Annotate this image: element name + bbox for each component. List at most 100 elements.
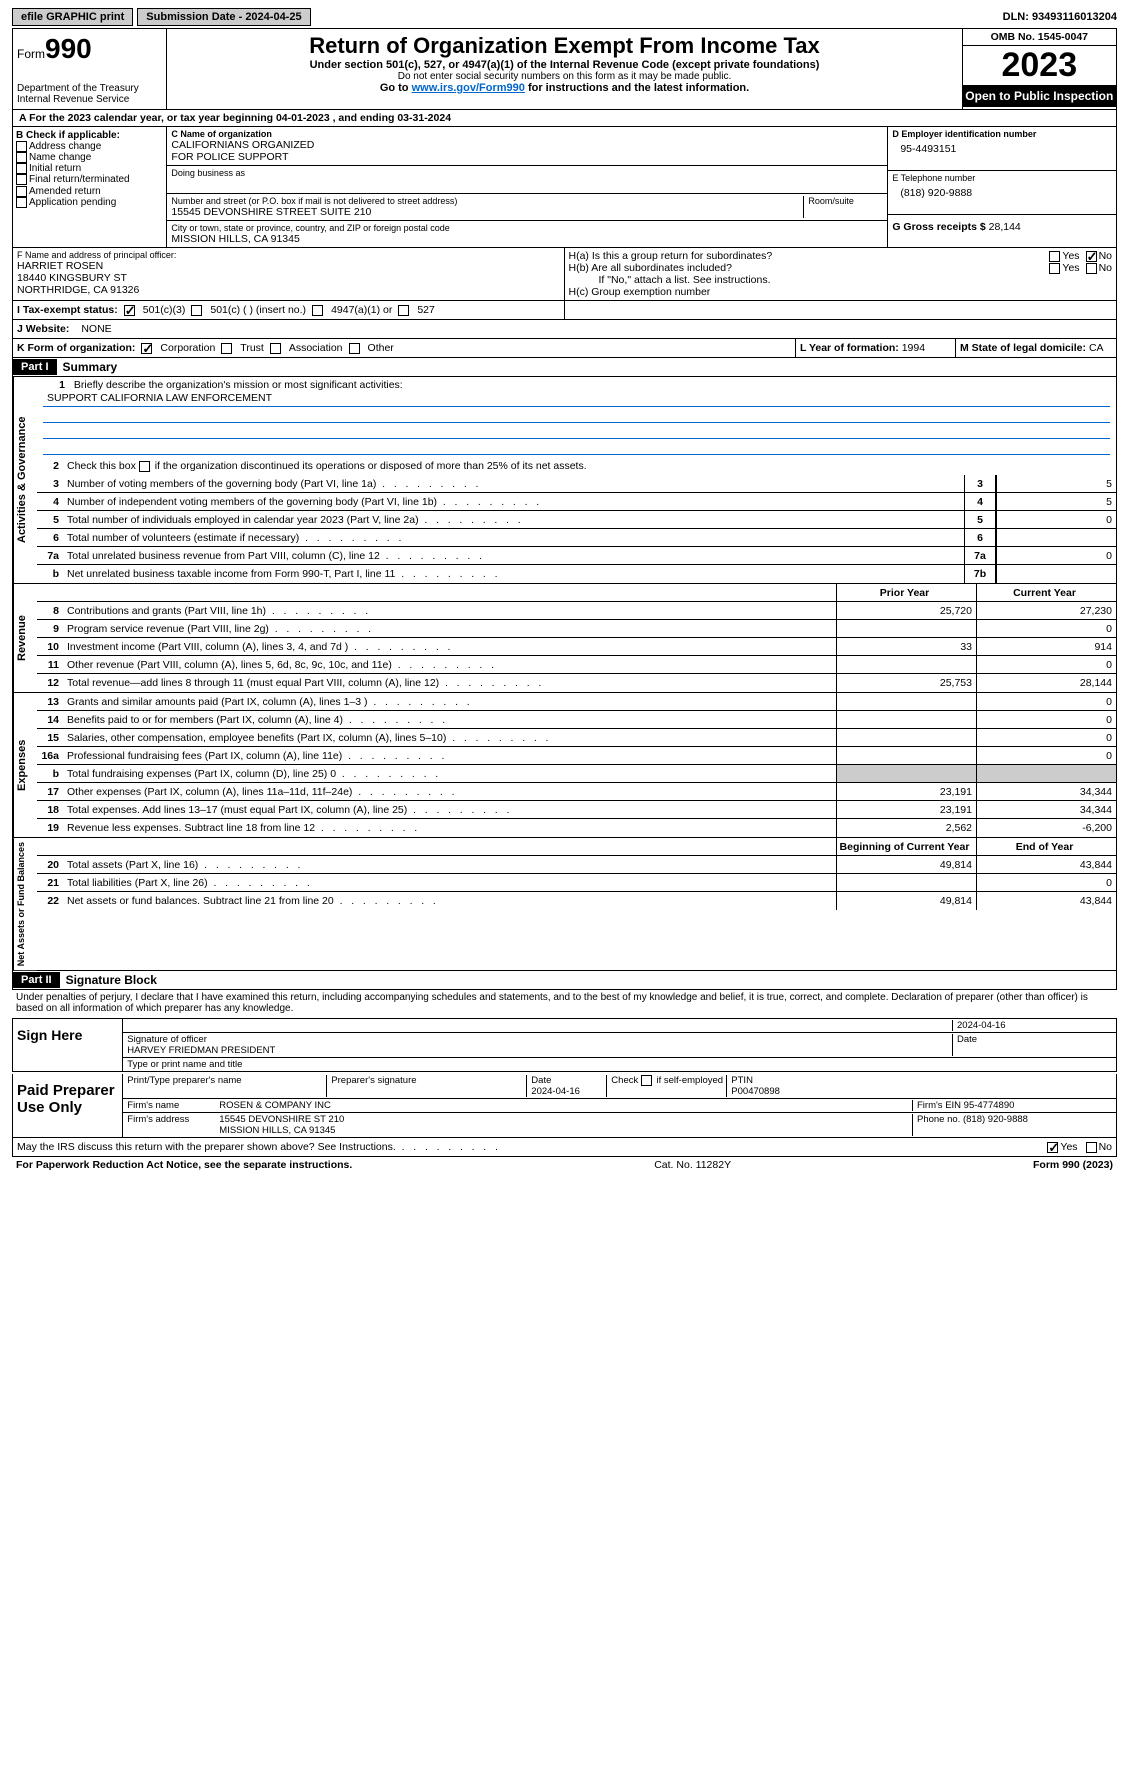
discuss-no-check[interactable] xyxy=(1086,1142,1097,1153)
irs-link[interactable]: www.irs.gov/Form990 xyxy=(412,82,525,94)
col-current: Current Year xyxy=(976,584,1116,601)
subtitle-3: Go to www.irs.gov/Form990 for instructio… xyxy=(171,82,957,94)
check-assoc[interactable] xyxy=(270,343,281,354)
discuss-yes-check[interactable] xyxy=(1047,1142,1058,1153)
line-b-current xyxy=(976,765,1116,782)
line-4-text: Number of independent voting members of … xyxy=(65,495,964,509)
firm-addr1: 15545 DEVONSHIRE ST 210 xyxy=(219,1114,344,1125)
line-9-prior xyxy=(836,620,976,637)
line-19-text: Revenue less expenses. Subtract line 18 … xyxy=(65,821,836,835)
firm-addr-label: Firm's address xyxy=(127,1114,207,1136)
line-11-current: 0 xyxy=(976,656,1116,673)
line-21-prior xyxy=(836,874,976,891)
city-label: City or town, state or province, country… xyxy=(171,223,883,233)
prep-name-label: Print/Type preparer's name xyxy=(127,1075,327,1097)
ptin-value: P00470898 xyxy=(731,1086,780,1097)
line-9-text: Program service revenue (Part VIII, line… xyxy=(65,622,836,636)
ein-value: 95-4493151 xyxy=(892,139,1112,159)
ha-yes-check[interactable] xyxy=(1049,251,1060,262)
addr-label: Number and street (or P.O. box if mail i… xyxy=(171,196,803,206)
line-15-current: 0 xyxy=(976,729,1116,746)
org-address: 15545 DEVONSHIRE STREET SUITE 210 xyxy=(171,206,803,218)
vert-expenses: Expenses xyxy=(13,693,37,837)
org-name: CALIFORNIANS ORGANIZED FOR POLICE SUPPOR… xyxy=(171,139,883,163)
line-17-current: 34,344 xyxy=(976,783,1116,800)
org-city: MISSION HILLS, CA 91345 xyxy=(171,233,883,245)
line-8-prior: 25,720 xyxy=(836,602,976,619)
line-18-prior: 23,191 xyxy=(836,801,976,818)
check-other[interactable] xyxy=(349,343,360,354)
gross-label: G Gross receipts $ xyxy=(892,221,985,233)
ein-label: D Employer identification number xyxy=(892,129,1112,139)
check-name-change[interactable] xyxy=(16,152,27,163)
hb-no-check[interactable] xyxy=(1086,263,1097,274)
line-3-text: Number of voting members of the governin… xyxy=(65,477,964,491)
line-b-value xyxy=(996,565,1116,583)
form-label: Form xyxy=(17,47,45,61)
vert-net: Net Assets or Fund Balances xyxy=(13,838,37,970)
subtitle-2: Do not enter social security numbers on … xyxy=(171,71,957,82)
check-address-change[interactable] xyxy=(16,141,27,152)
col-prior: Prior Year xyxy=(836,584,976,601)
hb-label: H(b) Are all subordinates included? xyxy=(569,262,1050,274)
l2-check[interactable] xyxy=(139,461,150,472)
period-bar: A For the 2023 calendar year, or tax yea… xyxy=(12,110,1117,127)
check-527[interactable] xyxy=(398,305,409,316)
check-final-return[interactable] xyxy=(16,174,27,185)
box-b: B Check if applicable: Address change Na… xyxy=(13,127,167,247)
officer-name-title: HARVEY FRIEDMAN PRESIDENT xyxy=(127,1045,275,1056)
submission-date-button[interactable]: Submission Date - 2024-04-25 xyxy=(137,8,310,26)
check-501c[interactable] xyxy=(191,305,202,316)
date-label: Date xyxy=(952,1034,1112,1056)
check-amended-return[interactable] xyxy=(16,186,27,197)
col-begin: Beginning of Current Year xyxy=(836,838,976,855)
line-20-prior: 49,814 xyxy=(836,856,976,873)
form-org-label: K Form of organization: xyxy=(17,342,135,354)
firm-name: ROSEN & COMPANY INC xyxy=(207,1100,912,1111)
ha-no-check[interactable] xyxy=(1086,251,1097,262)
line-15-prior xyxy=(836,729,976,746)
check-corp[interactable] xyxy=(141,343,152,354)
line-9-current: 0 xyxy=(976,620,1116,637)
box-m: M State of legal domicile: CA xyxy=(956,339,1116,357)
check-initial-return[interactable] xyxy=(16,163,27,174)
line-14-prior xyxy=(836,711,976,728)
box-k: K Form of organization: Corporation Trus… xyxy=(13,339,796,357)
line-14-text: Benefits paid to or for members (Part IX… xyxy=(65,713,836,727)
check-application-pending[interactable] xyxy=(16,197,27,208)
efile-print-button[interactable]: efile GRAPHIC print xyxy=(12,8,133,26)
ha-label: H(a) Is this a group return for subordin… xyxy=(569,250,1050,262)
check-501c3[interactable] xyxy=(124,305,135,316)
line-10-prior: 33 xyxy=(836,638,976,655)
firm-phone: (818) 920-9888 xyxy=(963,1114,1028,1125)
check-trust[interactable] xyxy=(221,343,232,354)
box-f: F Name and address of principal officer:… xyxy=(13,248,565,300)
line-6-box: 6 xyxy=(964,529,996,546)
room-label: Room/suite xyxy=(808,196,883,206)
part2-title: Signature Block xyxy=(60,971,163,989)
form-title: Return of Organization Exempt From Incom… xyxy=(171,33,957,59)
line-18-text: Total expenses. Add lines 13–17 (must eq… xyxy=(65,803,836,817)
year-cell: OMB No. 1545-0047 2023 Open to Public In… xyxy=(962,29,1116,109)
line-11-text: Other revenue (Part VIII, column (A), li… xyxy=(65,658,836,672)
tax-year: 2023 xyxy=(963,46,1116,85)
line-10-current: 914 xyxy=(976,638,1116,655)
line-6-text: Total number of volunteers (estimate if … xyxy=(65,531,964,545)
check-self-employed[interactable] xyxy=(641,1075,652,1086)
line-12-prior: 25,753 xyxy=(836,674,976,692)
line-b-text: Net unrelated business taxable income fr… xyxy=(65,567,964,581)
part1-label: Part I xyxy=(13,359,57,375)
hb-yes-check[interactable] xyxy=(1049,263,1060,274)
line-22-prior: 49,814 xyxy=(836,892,976,910)
officer-label: F Name and address of principal officer: xyxy=(17,250,560,260)
line-19-prior: 2,562 xyxy=(836,819,976,837)
dba-label: Doing business as xyxy=(171,168,883,178)
form-id-cell: Form990 Department of the Treasury Inter… xyxy=(13,29,167,109)
omb-number: OMB No. 1545-0047 xyxy=(963,29,1116,46)
taxexempt-label: I Tax-exempt status: xyxy=(17,304,118,316)
check-4947[interactable] xyxy=(312,305,323,316)
line-5-box: 5 xyxy=(964,511,996,528)
firm-addr2: MISSION HILLS, CA 91345 xyxy=(219,1125,335,1136)
line-17-text: Other expenses (Part IX, column (A), lin… xyxy=(65,785,836,799)
line-8-current: 27,230 xyxy=(976,602,1116,619)
